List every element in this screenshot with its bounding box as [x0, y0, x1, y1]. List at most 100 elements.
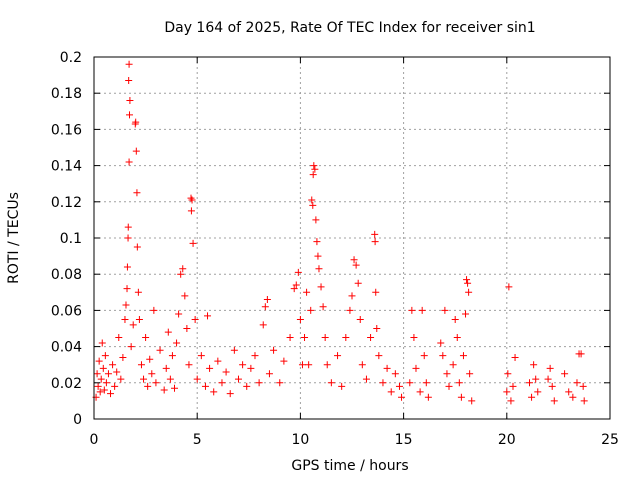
data-point [457, 393, 465, 401]
data-point [197, 352, 205, 360]
data-point [313, 238, 321, 246]
data-point [183, 325, 191, 332]
data-point [124, 223, 132, 231]
data-point [95, 357, 103, 365]
y-tick-label: 0.18 [51, 86, 82, 102]
data-point [307, 306, 315, 314]
data-point [466, 370, 474, 378]
data-point [311, 165, 319, 173]
data-point [119, 353, 127, 361]
data-point [459, 352, 467, 360]
data-point [234, 375, 242, 383]
data-point [356, 315, 364, 323]
data-point [451, 315, 459, 323]
data-point [422, 379, 430, 387]
data-point [144, 382, 152, 390]
y-tick-label: 0 [73, 412, 82, 428]
data-point [134, 288, 142, 296]
data-point [546, 364, 554, 372]
data-point [561, 370, 569, 378]
data-point [395, 382, 403, 390]
data-point [99, 364, 107, 372]
data-point [372, 288, 380, 296]
y-axis-label: ROTI / TECUs [6, 192, 22, 284]
data-point [98, 339, 106, 347]
data-point [465, 288, 473, 296]
data-point [142, 334, 150, 342]
x-tick-label: 10 [291, 432, 309, 448]
data-point [187, 207, 195, 215]
data-point [548, 382, 556, 390]
data-point [290, 285, 298, 293]
data-point [251, 352, 259, 360]
data-point [577, 350, 585, 358]
data-point [181, 292, 189, 300]
data-point [509, 382, 517, 390]
data-point [188, 196, 196, 204]
axis-ticks [93, 56, 611, 420]
y-tick-label: 0.04 [51, 340, 82, 356]
data-point [121, 315, 129, 323]
data-point [187, 194, 195, 202]
y-tick-labels: 0 0.02 0.04 0.06 0.08 0.1 0.12 0.14 0.16 0.18 0.2 [51, 50, 82, 428]
data-point [453, 334, 461, 342]
x-tick-label: 15 [395, 432, 413, 448]
data-point [371, 238, 379, 246]
data-point [132, 118, 140, 126]
data-point [140, 375, 148, 383]
data-point [579, 382, 587, 390]
data-point [101, 352, 109, 360]
y-tick-label: 0.1 [60, 231, 82, 247]
data-point [97, 375, 105, 383]
data-point [412, 364, 420, 372]
data-point [354, 279, 362, 287]
data-point [314, 252, 322, 260]
data-point [193, 375, 201, 383]
data-point [317, 283, 325, 291]
data-point [109, 361, 117, 369]
data-point [418, 306, 426, 314]
data-point [129, 321, 137, 329]
y-tick-label: 0.2 [60, 50, 82, 66]
data-point [137, 361, 145, 369]
chart-title: Day 164 of 2025, Rate Of TEC Index for r… [164, 20, 535, 36]
data-point [164, 328, 172, 336]
data-point [148, 370, 156, 378]
data-point [122, 301, 130, 309]
data-point [398, 393, 406, 401]
data-point [170, 384, 178, 392]
data-point [126, 96, 134, 104]
data-point [443, 370, 451, 378]
data-point [352, 261, 360, 269]
data-point [358, 361, 366, 369]
data-point [327, 379, 335, 387]
data-point [505, 283, 513, 291]
data-point [350, 256, 358, 264]
y-tick-label: 0.16 [51, 122, 82, 138]
x-tick-label: 5 [193, 432, 202, 448]
data-point [437, 339, 445, 347]
data-point [280, 357, 288, 365]
data-point [243, 382, 251, 390]
data-point [303, 288, 311, 296]
data-point [210, 388, 218, 396]
data-point [160, 386, 168, 394]
data-point [111, 382, 119, 390]
data-point [424, 393, 432, 401]
data-point [123, 285, 131, 293]
data-point [410, 334, 418, 342]
x-tick-label: 25 [601, 432, 619, 448]
data-point [532, 375, 540, 383]
data-point [449, 361, 457, 369]
data-point [96, 388, 104, 396]
data-point [162, 364, 170, 372]
data-point [526, 379, 534, 387]
data-point [445, 382, 453, 390]
data-point [173, 339, 181, 347]
y-tick-label: 0.02 [51, 376, 82, 392]
data-point [175, 310, 183, 318]
data-point [416, 388, 424, 396]
y-tick-label: 0.08 [51, 267, 82, 283]
data-point [503, 388, 511, 396]
data-point [379, 379, 387, 387]
